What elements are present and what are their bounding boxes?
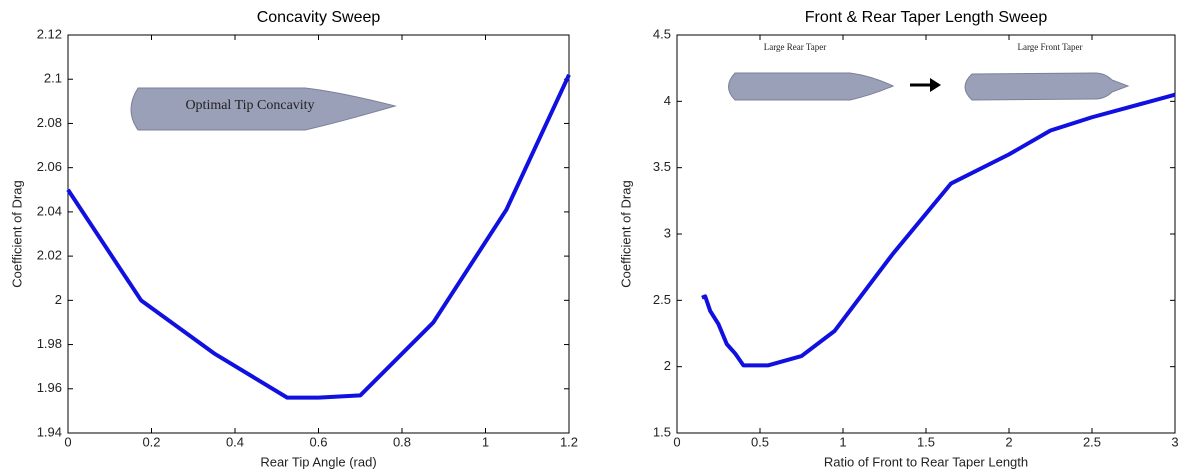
y-tick-label: 2.04 bbox=[37, 203, 62, 218]
y-tick-label: 3.5 bbox=[653, 159, 671, 174]
y-tick-label: 2.02 bbox=[37, 248, 62, 263]
y-tick-label: 1.5 bbox=[653, 424, 671, 439]
y-axis-label: Coefficient of Drag bbox=[618, 180, 633, 287]
y-tick-label: 2.12 bbox=[37, 26, 62, 41]
y-tick-label: 1.94 bbox=[37, 424, 62, 439]
x-tick-label: 0.2 bbox=[142, 434, 160, 449]
annotation: Large Rear Taper bbox=[764, 42, 827, 52]
x-tick-label: 0.8 bbox=[393, 434, 411, 449]
x-tick-label: 3 bbox=[1171, 434, 1178, 449]
x-tick-label: 0.4 bbox=[226, 434, 244, 449]
line-series bbox=[701, 92, 1176, 368]
y-tick-label: 3 bbox=[664, 225, 671, 240]
x-tick-label: 0 bbox=[64, 434, 71, 449]
x-tick-label: 2 bbox=[1005, 434, 1012, 449]
x-tick-label: 0.5 bbox=[751, 434, 769, 449]
y-tick-label: 2 bbox=[55, 292, 62, 307]
x-tick-label: 0 bbox=[673, 434, 680, 449]
y-tick-label: 2 bbox=[664, 358, 671, 373]
y-tick-label: 2.1 bbox=[44, 71, 62, 86]
y-tick-label: 4 bbox=[664, 93, 671, 108]
y-tick-label: 4.5 bbox=[653, 26, 671, 41]
annotation: Large Front Taper bbox=[1017, 42, 1082, 52]
x-tick-label: 1 bbox=[482, 434, 489, 449]
blade-shape bbox=[964, 72, 1130, 101]
y-tick-label: 2.06 bbox=[37, 159, 62, 174]
blade-shape bbox=[728, 72, 895, 101]
x-axis-label: Ratio of Front to Rear Taper Length bbox=[824, 454, 1028, 469]
annotation: Optimal Tip Concavity bbox=[185, 98, 314, 113]
blade-shape bbox=[130, 87, 397, 131]
plot-frame bbox=[67, 34, 570, 434]
x-axis-label: Rear Tip Angle (rad) bbox=[260, 454, 376, 469]
x-tick-label: 0.6 bbox=[309, 434, 327, 449]
chart-title: Front & Rear Taper Length Sweep bbox=[805, 9, 1048, 26]
x-tick-label: 1.5 bbox=[917, 434, 935, 449]
y-axis-label: Coefficient of Drag bbox=[9, 180, 24, 287]
y-tick-label: 2.08 bbox=[37, 115, 62, 130]
plot-frame bbox=[676, 34, 1176, 434]
chart-title: Concavity Sweep bbox=[257, 9, 381, 26]
y-tick-label: 2.5 bbox=[653, 292, 671, 307]
x-tick-label: 2.5 bbox=[1083, 434, 1101, 449]
y-tick-label: 1.96 bbox=[37, 380, 62, 395]
line-series bbox=[66, 73, 571, 400]
arrow bbox=[910, 78, 941, 92]
x-tick-label: 1 bbox=[839, 434, 846, 449]
y-tick-label: 1.98 bbox=[37, 336, 62, 351]
x-tick-label: 1.2 bbox=[560, 434, 578, 449]
